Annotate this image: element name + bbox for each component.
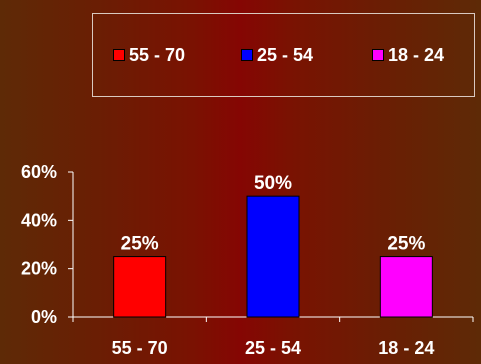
bar-1 (113, 256, 167, 318)
y-tick-label: 20% (21, 259, 57, 279)
data-labels: 25% 50% 25% (121, 173, 426, 254)
x-axis: 55 - 70 25 - 54 18 - 24 (72, 316, 474, 358)
data-label: 50% (254, 173, 292, 194)
bar-3 (379, 256, 433, 318)
x-tick-label: 18 - 24 (378, 338, 434, 358)
x-tick-label: 55 - 70 (112, 338, 168, 358)
y-tick-label: 60% (21, 162, 57, 182)
y-tick-label: 40% (21, 210, 57, 230)
legend-label-25-54: 25 - 54 (257, 44, 314, 65)
y-axis: 0% 20% 40% 60% (21, 162, 74, 327)
legend-item-18-24: 18 - 24 (372, 44, 445, 65)
y-tick-label: 0% (31, 307, 57, 327)
legend-item-25-54: 25 - 54 (241, 44, 314, 65)
bar-2 (246, 195, 300, 318)
bars (113, 195, 433, 318)
legend-swatch-18-24 (372, 49, 384, 61)
legend-label-18-24: 18 - 24 (388, 44, 445, 65)
data-label: 25% (121, 234, 159, 255)
legend: 55 - 70 25 - 54 18 - 24 (92, 13, 475, 97)
x-tick-label: 25 - 54 (245, 338, 301, 358)
data-label: 25% (387, 234, 425, 255)
legend-swatch-25-54 (241, 49, 253, 61)
legend-label-55-70: 55 - 70 (129, 44, 186, 65)
legend-swatch-55-70 (113, 49, 125, 61)
legend-item-55-70: 55 - 70 (113, 44, 186, 65)
